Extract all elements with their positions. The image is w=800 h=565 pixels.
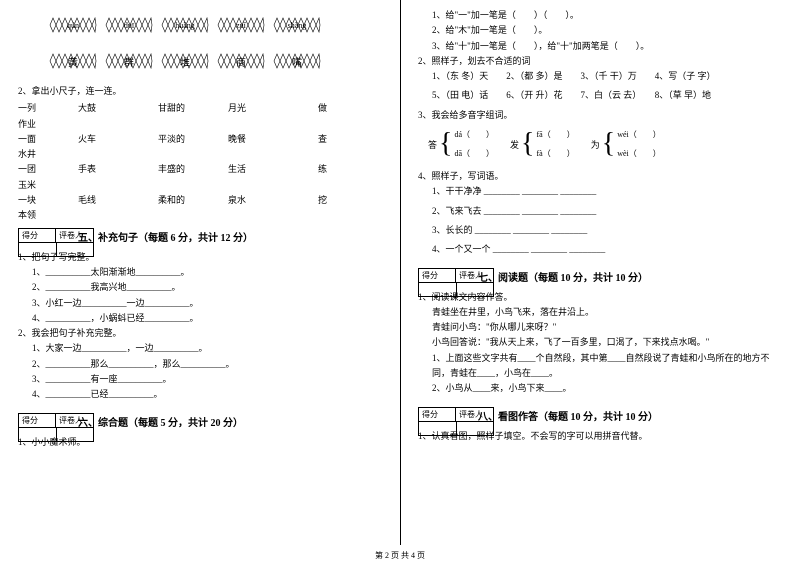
magic-2: 2、给"木"加一笔是（ ）。 (432, 23, 782, 38)
q5-1: 1、把句子写完整。 (18, 250, 382, 265)
match-row: 一块毛线柔和的泉水挖 (18, 193, 382, 208)
char-item: 商 (216, 48, 266, 74)
brace-group: 发 { fā（ ）fà（ ） (510, 129, 575, 159)
section-6-title: 六、综合题（每题 5 分，共计 20 分） (78, 414, 382, 429)
q5-1-4: 4、__________，小蜗蚪已经__________。 (32, 311, 382, 326)
char-item: 黄 (48, 48, 98, 74)
left-column: qún duī huǎng zuǐ shǎng 黄 群 堆 商 嘴 2、拿出小尺… (0, 0, 400, 545)
q5-2: 2、我会把句子补充完整。 (18, 326, 382, 341)
pinyin-text: zuǐ (236, 21, 246, 30)
column-divider (400, 0, 401, 545)
q4-title: 4、照样子，写词语。 (418, 169, 782, 184)
brace-group: 答 { dá（ ）dā（ ） (428, 129, 494, 159)
q5-1-1: 1、__________太阳渐渐地__________。 (32, 265, 382, 280)
q4-1: 1、干干净净 ________ ________ ________ (432, 184, 782, 199)
q8-1: 1、认真看图，照样子填空。不会写的字可以用拼音代替。 (418, 429, 782, 444)
pinyin-item: qún (48, 12, 98, 38)
char-text: 群 (124, 54, 134, 69)
q6-1: 1、小小魔术师。 (18, 435, 382, 450)
brace-icon: { (439, 133, 452, 155)
brace-icon: { (521, 133, 534, 155)
magic-3: 3、给"十"加一笔是（ ），给"十"加两笔是（ ）。 (432, 39, 782, 54)
q2-row-1: 1、（东 冬）天 2、（都 多）是 3、（千 干）万 4、写（子 字） (432, 69, 782, 84)
pinyin-row: qún duī huǎng zuǐ shǎng (48, 12, 382, 38)
right-column: 1、给"一"加一笔是（ ）（ ）。 2、给"木"加一笔是（ ）。 3、给"十"加… (400, 0, 800, 545)
char-text: 堆 (180, 54, 190, 69)
match-title: 2、拿出小尺子，连一连。 (18, 84, 382, 99)
pinyin-item: shǎng (272, 12, 322, 38)
pinyin-text: shǎng (288, 21, 307, 30)
char-text: 嘴 (292, 54, 302, 69)
brace-row: 答 { dá（ ）dā（ ） 发 { fā（ ）fà（ ） 为 { wéi（ ）… (428, 129, 782, 159)
q4-2: 2、飞来飞去 ________ ________ ________ (432, 204, 782, 219)
pinyin-item: huǎng (160, 12, 210, 38)
char-item: 群 (104, 48, 154, 74)
q7-q-1: 1、上面这些文字共有____个自然段，其中第____自然段说了青蛙和小鸟所在的地… (432, 351, 782, 382)
q5-2-4: 4、__________已经__________。 (32, 387, 382, 402)
q7-text-3: 小鸟回答说："我从天上来，飞了一百多里，口渴了，下来找点水喝。" (432, 335, 782, 350)
match-row: 一列大鼓甘甜的月光做 (18, 101, 382, 116)
match-row: 水井 (18, 147, 382, 162)
pinyin-text: huǎng (175, 21, 195, 30)
match-row: 一团手表丰盛的生活练 (18, 162, 382, 177)
section-5-title: 五、补充句子（每题 6 分，共计 12 分） (78, 229, 382, 244)
char-text: 商 (236, 54, 246, 69)
q5-1-3: 3、小红一边__________一边__________。 (32, 296, 382, 311)
char-item: 堆 (160, 48, 210, 74)
q5-2-3: 3、__________有一座__________。 (32, 372, 382, 387)
q4-4: 4、一个又一个 ________ ________ ________ (432, 242, 782, 257)
q7-q-2: 2、小鸟从____来，小鸟下来____。 (432, 381, 782, 396)
section-7-title: 七、阅读题（每题 10 分，共计 10 分） (478, 269, 782, 284)
section-8-title: 八、看图作答（每题 10 分，共计 10 分） (478, 408, 782, 423)
brace-icon: { (602, 133, 615, 155)
match-row: 玉米 (18, 178, 382, 193)
q2-row-2: 5、（田 电）话 6、（开 升）花 7、白（云 去） 8、（草 早）地 (432, 88, 782, 103)
match-row: 作业 (18, 117, 382, 132)
pinyin-item: zuǐ (216, 12, 266, 38)
char-text: 黄 (68, 54, 78, 69)
q5-2-1: 1、大家一边__________，一边__________。 (32, 341, 382, 356)
pinyin-text: qún (67, 21, 79, 30)
char-row: 黄 群 堆 商 嘴 (48, 48, 382, 74)
matching-grid: 一列大鼓甘甜的月光做 作业 一面火车平淡的晚餐查 水井 一团手表丰盛的生活练 玉… (18, 101, 382, 223)
q2-title: 2、照样子，划去不合适的词 (418, 54, 782, 69)
brace-group: 为 { wéi（ ）wèi（ ） (591, 129, 661, 159)
q5-1-2: 2、__________我高兴地__________。 (32, 280, 382, 295)
page-footer: 第 2 页 共 4 页 (0, 550, 800, 561)
q5-2-2: 2、__________那么__________，那么__________。 (32, 357, 382, 372)
q7-1: 1、阅读课文内容作答。 (418, 290, 782, 305)
q3-title: 3、我会给多音字组词。 (418, 108, 782, 123)
match-row: 一面火车平淡的晚餐查 (18, 132, 382, 147)
char-item: 嘴 (272, 48, 322, 74)
q7-text-2: 青蛙问小鸟："你从哪儿来呀？" (432, 320, 782, 335)
q7-text-1: 青蛙坐在井里，小鸟飞来，落在井沿上。 (432, 305, 782, 320)
magic-1: 1、给"一"加一笔是（ ）（ ）。 (432, 8, 782, 23)
match-row: 本领 (18, 208, 382, 223)
pinyin-text: duī (124, 21, 134, 30)
pinyin-item: duī (104, 12, 154, 38)
q4-3: 3、长长的 ________ ________ ________ (432, 223, 782, 238)
